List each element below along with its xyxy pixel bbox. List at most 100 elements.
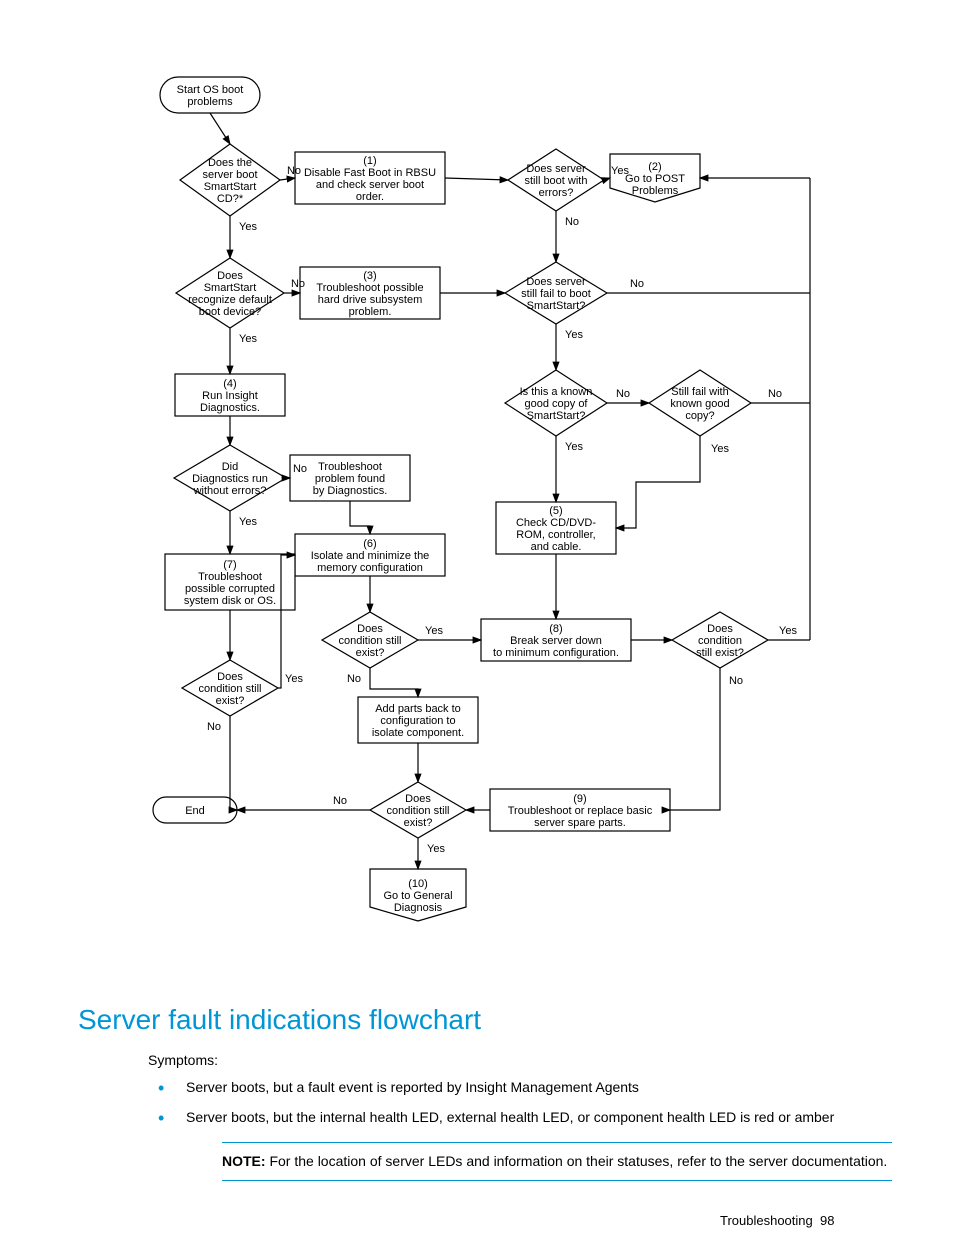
svg-text:Yes: Yes bbox=[239, 333, 257, 345]
svg-text:Does: Does bbox=[357, 623, 383, 635]
svg-text:Run Insight: Run Insight bbox=[202, 390, 258, 402]
flowchart: Start OS bootproblems Does theserver boot… bbox=[0, 0, 954, 980]
svg-text:order.: order. bbox=[356, 191, 384, 203]
svg-text:No: No bbox=[291, 278, 305, 290]
node-p_addback: Add parts back toconfiguration toisolate… bbox=[358, 697, 478, 743]
node-off2: (2)Go to POSTProblems bbox=[610, 154, 700, 202]
svg-text:and check server boot: and check server boot bbox=[316, 179, 424, 191]
svg-text:Break server down: Break server down bbox=[510, 635, 602, 647]
symptoms-label: Symptoms: bbox=[148, 1052, 218, 1068]
svg-text:Does server: Does server bbox=[526, 276, 586, 288]
svg-text:No: No bbox=[630, 278, 644, 290]
svg-text:Troubleshoot possible: Troubleshoot possible bbox=[316, 282, 423, 294]
svg-text:SmartStart: SmartStart bbox=[204, 181, 257, 193]
svg-text:Disable Fast Boot in RBSU: Disable Fast Boot in RBSU bbox=[304, 167, 436, 179]
svg-text:copy?: copy? bbox=[685, 410, 714, 422]
svg-text:(4): (4) bbox=[223, 378, 236, 390]
svg-text:memory configuration: memory configuration bbox=[317, 562, 423, 574]
node-q_cond8: Doesconditionstill exist? bbox=[672, 612, 768, 668]
node-p8: (8)Break server downto minimum configura… bbox=[481, 619, 631, 661]
svg-text:SmartStart?: SmartStart? bbox=[527, 410, 586, 422]
svg-text:recognize default: recognize default bbox=[188, 294, 272, 306]
node-p7: (7)Troubleshootpossible corruptedsystem … bbox=[165, 554, 295, 610]
svg-text:system disk or OS.: system disk or OS. bbox=[184, 595, 276, 607]
svg-text:Did: Did bbox=[222, 461, 239, 473]
svg-text:No: No bbox=[768, 388, 782, 400]
svg-text:Troubleshoot or replace basic: Troubleshoot or replace basic bbox=[508, 805, 653, 817]
node-p6: (6)Isolate and minimize thememory config… bbox=[295, 534, 445, 576]
svg-text:configuration to: configuration to bbox=[380, 715, 455, 727]
svg-text:Does the: Does the bbox=[208, 157, 252, 169]
svg-text:hard drive subsystem: hard drive subsystem bbox=[318, 294, 423, 306]
symptom-list: Server boots, but a fault event is repor… bbox=[150, 1078, 900, 1137]
svg-text:still boot with: still boot with bbox=[525, 175, 588, 187]
svg-text:Troubleshoot: Troubleshoot bbox=[318, 461, 382, 473]
svg-text:Go to POST: Go to POST bbox=[625, 173, 685, 185]
svg-text:known good: known good bbox=[670, 398, 729, 410]
svg-text:Does: Does bbox=[707, 623, 733, 635]
svg-text:(9): (9) bbox=[573, 793, 586, 805]
svg-text:Add parts back to: Add parts back to bbox=[375, 703, 461, 715]
svg-text:(2): (2) bbox=[648, 161, 661, 173]
svg-text:No: No bbox=[333, 795, 347, 807]
list-item: Server boots, but a fault event is repor… bbox=[150, 1078, 900, 1098]
svg-text:still fail to boot: still fail to boot bbox=[521, 288, 591, 300]
svg-text:condition still: condition still bbox=[339, 635, 402, 647]
svg-text:SmartStart?: SmartStart? bbox=[527, 300, 586, 312]
footer-section: Troubleshooting bbox=[720, 1213, 813, 1228]
svg-text:No: No bbox=[293, 463, 307, 475]
svg-text:by Diagnostics.: by Diagnostics. bbox=[313, 485, 388, 497]
svg-text:Start OS boot: Start OS boot bbox=[177, 84, 244, 96]
note-text: For the location of server LEDs and info… bbox=[269, 1153, 887, 1169]
list-item: Server boots, but the internal health LE… bbox=[150, 1108, 900, 1128]
node-p1: (1)Disable Fast Boot in RBSUand check se… bbox=[295, 152, 445, 204]
svg-text:errors?: errors? bbox=[539, 187, 574, 199]
svg-text:and cable.: and cable. bbox=[531, 541, 582, 553]
svg-text:Yes: Yes bbox=[779, 625, 797, 637]
svg-text:problems: problems bbox=[187, 96, 233, 108]
svg-text:(5): (5) bbox=[549, 505, 562, 517]
svg-text:(3): (3) bbox=[363, 270, 376, 282]
svg-text:exist?: exist? bbox=[356, 647, 385, 659]
svg-text:SmartStart: SmartStart bbox=[204, 282, 257, 294]
page: Start OS bootproblems Does theserver boot… bbox=[0, 0, 954, 1235]
node-q_known: Is this a knowngood copy ofSmartStart? bbox=[505, 370, 607, 436]
svg-text:Yes: Yes bbox=[611, 165, 629, 177]
node-off10: (10)Go to GeneralDiagnosis bbox=[370, 869, 466, 921]
svg-text:(1): (1) bbox=[363, 155, 376, 167]
svg-text:Troubleshoot: Troubleshoot bbox=[198, 571, 262, 583]
node-p_tsdiag: Troubleshootproblem foundby Diagnostics. bbox=[290, 455, 410, 501]
svg-text:Still fail with: Still fail with bbox=[671, 386, 728, 398]
svg-text:condition: condition bbox=[698, 635, 742, 647]
node-q_condend: Doescondition stillexist? bbox=[370, 782, 466, 838]
svg-text:problem.: problem. bbox=[349, 306, 392, 318]
note-label: NOTE: bbox=[222, 1153, 266, 1169]
node-q_stillfail: Still fail withknown goodcopy? bbox=[649, 370, 751, 436]
svg-text:problem found: problem found bbox=[315, 473, 385, 485]
svg-text:Diagnostics run: Diagnostics run bbox=[192, 473, 268, 485]
svg-text:Diagnosis: Diagnosis bbox=[394, 902, 443, 914]
svg-text:Yes: Yes bbox=[711, 443, 729, 455]
svg-text:exist?: exist? bbox=[216, 695, 245, 707]
svg-text:Is this a known: Is this a known bbox=[520, 386, 593, 398]
svg-text:server boot: server boot bbox=[202, 169, 257, 181]
node-q_cond7: Doescondition stillexist? bbox=[182, 660, 278, 716]
node-p5: (5)Check CD/DVD-ROM, controller,and cabl… bbox=[496, 502, 616, 554]
svg-text:condition still: condition still bbox=[387, 805, 450, 817]
svg-text:Problems: Problems bbox=[632, 185, 679, 197]
svg-text:ROM, controller,: ROM, controller, bbox=[516, 529, 595, 541]
svg-text:No: No bbox=[287, 165, 301, 177]
svg-text:server spare parts.: server spare parts. bbox=[534, 817, 626, 829]
svg-text:Isolate and minimize the: Isolate and minimize the bbox=[311, 550, 430, 562]
svg-text:Does: Does bbox=[217, 671, 243, 683]
svg-text:Check CD/DVD-: Check CD/DVD- bbox=[516, 517, 596, 529]
svg-text:CD?*: CD?* bbox=[217, 193, 244, 205]
svg-text:Yes: Yes bbox=[239, 221, 257, 233]
node-q_failss: Does serverstill fail to bootSmartStart? bbox=[505, 262, 607, 324]
svg-text:No: No bbox=[207, 721, 221, 733]
node-end: End bbox=[153, 797, 237, 823]
svg-text:No: No bbox=[565, 216, 579, 228]
note-box: NOTE: For the location of server LEDs an… bbox=[222, 1142, 892, 1181]
svg-text:End: End bbox=[185, 805, 205, 817]
svg-text:No: No bbox=[616, 388, 630, 400]
